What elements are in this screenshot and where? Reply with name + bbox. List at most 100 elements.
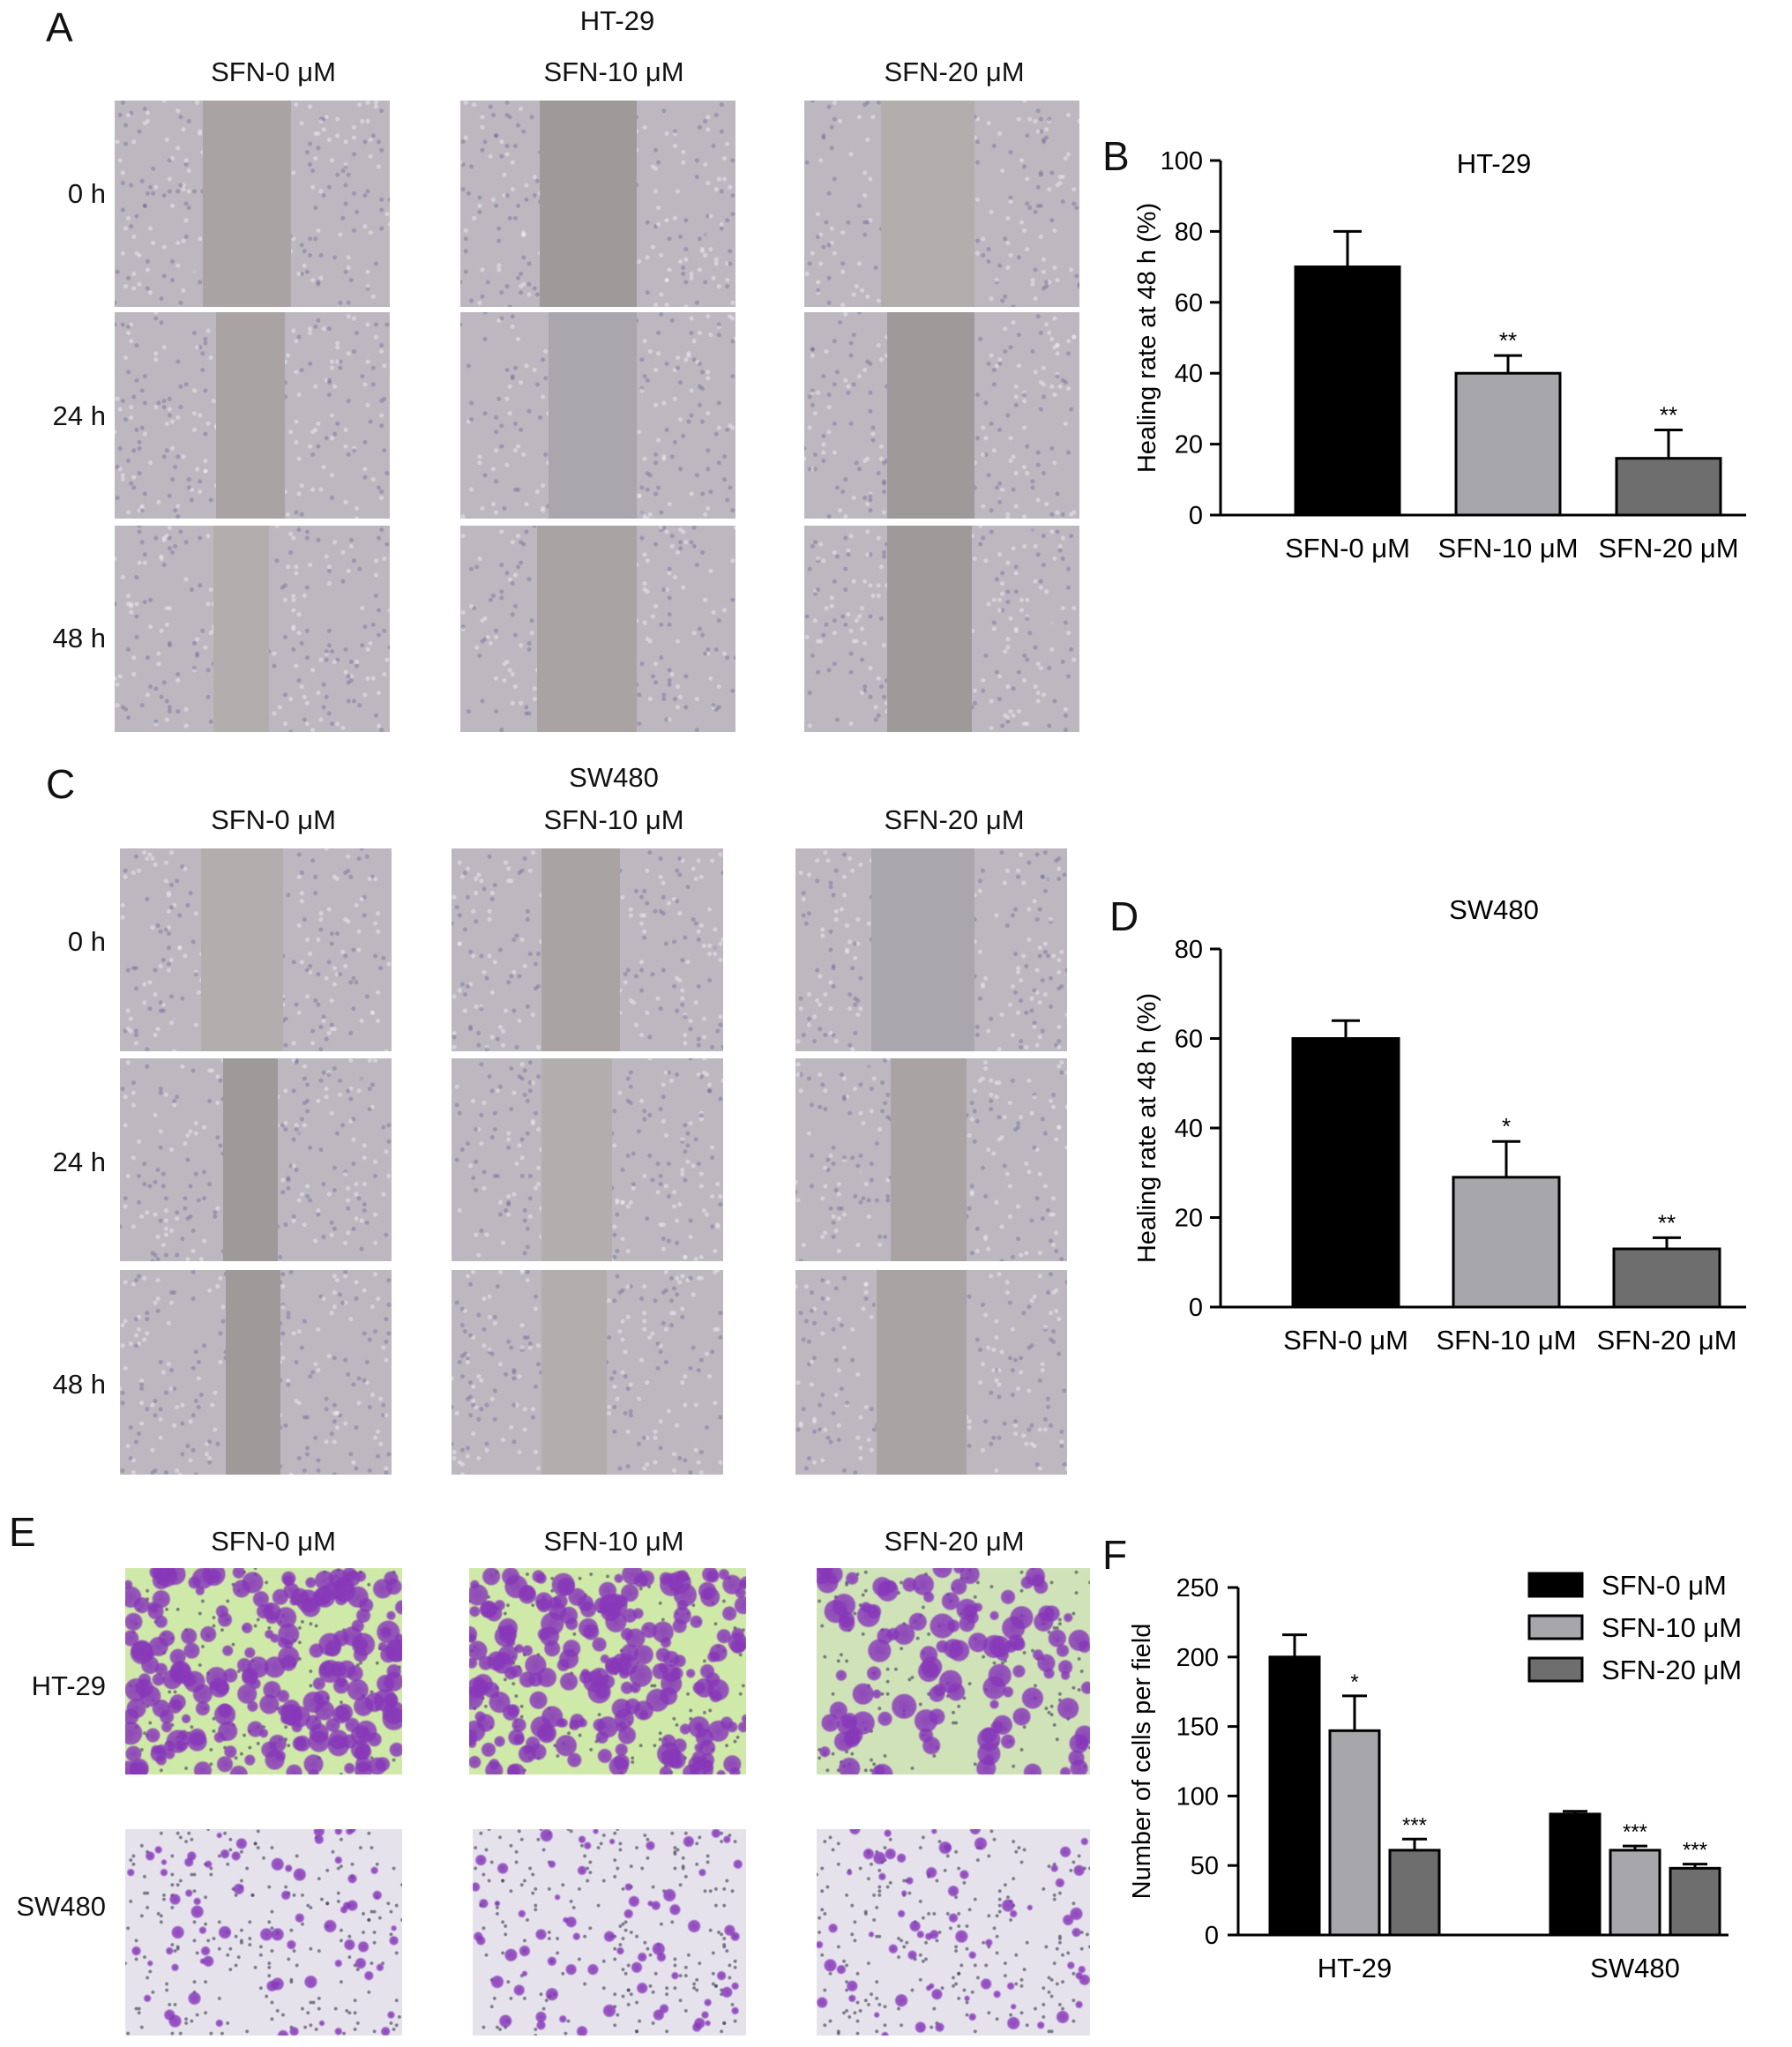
transwell-image-sw480-0um: [125, 1829, 402, 2036]
panel-c-col-0: SFN-0 μM: [211, 804, 336, 835]
wound-image-ht29-0um-48h: [115, 526, 390, 732]
panel-a-row-2: 48 h: [52, 623, 106, 654]
legend-swatch: [1527, 1614, 1584, 1640]
panel-e-col-0: SFN-0 μM: [211, 1526, 336, 1557]
significance-label: **: [1658, 1209, 1676, 1236]
y-tick-label: 40: [1175, 360, 1203, 388]
y-tick-label: 250: [1176, 1574, 1219, 1602]
x-tick-label: SFN-0 μM: [1283, 1325, 1408, 1356]
bar: [1291, 1037, 1400, 1309]
wound-image-sw480-10um-24h: [452, 1058, 723, 1261]
panel-c-col-2: SFN-20 μM: [884, 804, 1025, 835]
wound-image-sw480-10um-48h: [452, 1270, 723, 1475]
panel-letter-a: A: [46, 4, 73, 50]
wound-image-sw480-20um-24h: [795, 1058, 1067, 1261]
panel-letter-e: E: [9, 1509, 36, 1555]
y-tick-label: 100: [1176, 1782, 1219, 1811]
panel-e-col-1: SFN-10 μM: [543, 1526, 684, 1557]
panel-a-row-0: 0 h: [67, 178, 106, 209]
bar: [1669, 1866, 1721, 1937]
wound-image-ht29-0um-0h: [115, 101, 390, 307]
panel-a-col-2: SFN-20 μM: [884, 56, 1025, 87]
wound-image-ht29-0um-24h: [115, 312, 390, 519]
wound-image-ht29-10um-0h: [460, 101, 735, 307]
significance-label: ***: [1623, 1820, 1647, 1844]
chart-f-cells-per-field: 0 50 100 150 200 250 Number of cells per field…: [1128, 1570, 1742, 1983]
bar: [1549, 1812, 1602, 1937]
panel-e-col-2: SFN-20 μM: [884, 1526, 1025, 1557]
panel-e-row-0: HT-29: [31, 1670, 106, 1701]
legend-swatch: [1527, 1572, 1584, 1598]
wound-image-sw480-20um-0h: [795, 848, 1067, 1051]
y-axis-label: Healing rate at 48 h (%): [1133, 203, 1161, 473]
bar: [1294, 265, 1401, 517]
wound-image-ht29-20um-0h: [804, 101, 1079, 307]
bar: [1268, 1655, 1321, 1937]
wound-image-ht29-10um-24h: [460, 312, 735, 519]
bar: [1454, 371, 1562, 517]
panel-letter-b: B: [1102, 133, 1130, 179]
y-tick-label: 200: [1176, 1644, 1219, 1672]
panel-letter-c: C: [46, 761, 76, 807]
chart-title: SW480: [1449, 894, 1539, 925]
bar: [1609, 1849, 1661, 1937]
panel-a-col-1: SFN-10 μM: [543, 56, 684, 87]
significance-label: ***: [1683, 1839, 1707, 1863]
wound-image-sw480-20um-48h: [795, 1270, 1067, 1475]
y-tick-label: 0: [1189, 502, 1203, 530]
transwell-image-ht29-20um: [817, 1568, 1090, 1774]
wound-image-ht29-20um-48h: [804, 526, 1079, 732]
x-tick-label: SFN-10 μM: [1437, 533, 1578, 564]
panel-a-cell-line: HT-29: [579, 5, 655, 36]
wound-image-sw480-0um-48h: [120, 1270, 392, 1475]
y-tick-label: 100: [1161, 147, 1203, 176]
panel-a-row-1: 24 h: [52, 400, 106, 431]
x-tick-label: SFN-10 μM: [1436, 1325, 1576, 1356]
transwell-image-ht29-0um: [125, 1568, 402, 1774]
chart-d-healing-rate-sw480: 0 20 40 60 80 Healing rate at 48 h (%) SW480 SF…: [1133, 894, 1746, 1356]
bar: [1388, 1849, 1441, 1937]
x-tick-label: SFN-20 μM: [1596, 1325, 1736, 1356]
significance-label: **: [1660, 402, 1677, 429]
panel-e-row-1: SW480: [16, 1891, 106, 1922]
y-tick-label: 60: [1175, 289, 1203, 318]
y-tick-label: 60: [1175, 1026, 1203, 1054]
panel-c-cell-line: SW480: [569, 762, 659, 793]
bar: [1328, 1729, 1381, 1937]
y-tick-label: 150: [1176, 1714, 1219, 1742]
bar: [1452, 1176, 1561, 1309]
transwell-image-ht29-10um: [469, 1568, 746, 1774]
legend-label: SFN-20 μM: [1602, 1655, 1742, 1685]
x-tick-label: SW480: [1590, 1953, 1680, 1983]
panel-c-row-1: 24 h: [52, 1147, 106, 1177]
y-tick-label: 0: [1189, 1294, 1203, 1322]
wound-image-ht29-20um-24h: [804, 312, 1079, 519]
x-tick-label: SFN-0 μM: [1285, 533, 1410, 564]
panel-c-row-0: 0 h: [67, 926, 106, 957]
wound-image-sw480-10um-0h: [452, 848, 723, 1051]
y-tick-label: 80: [1175, 936, 1203, 964]
y-tick-label: 50: [1191, 1852, 1219, 1880]
transwell-image-sw480-20um: [817, 1829, 1090, 2036]
significance-label: *: [1502, 1113, 1511, 1139]
wound-image-ht29-10um-48h: [460, 526, 735, 732]
y-tick-label: 20: [1175, 1205, 1203, 1233]
panel-letter-f: F: [1102, 1532, 1128, 1578]
x-tick-label: SFN-20 μM: [1598, 533, 1738, 564]
x-tick-label: HT-29: [1318, 1953, 1392, 1983]
chart-title: HT-29: [1457, 148, 1531, 179]
bar: [1612, 1247, 1721, 1309]
significance-label: *: [1350, 1670, 1358, 1694]
y-axis-label: Healing rate at 48 h (%): [1133, 993, 1161, 1263]
panel-letter-d: D: [1109, 893, 1139, 939]
y-tick-label: 0: [1205, 1922, 1219, 1950]
significance-label: ***: [1402, 1813, 1427, 1837]
panel-c-col-1: SFN-10 μM: [543, 804, 684, 835]
bar: [1615, 457, 1722, 517]
panel-c-row-2: 48 h: [52, 1369, 106, 1400]
significance-label: **: [1499, 327, 1517, 354]
legend-swatch: [1527, 1656, 1584, 1683]
wound-image-sw480-0um-24h: [120, 1058, 392, 1261]
y-tick-label: 20: [1175, 431, 1203, 459]
